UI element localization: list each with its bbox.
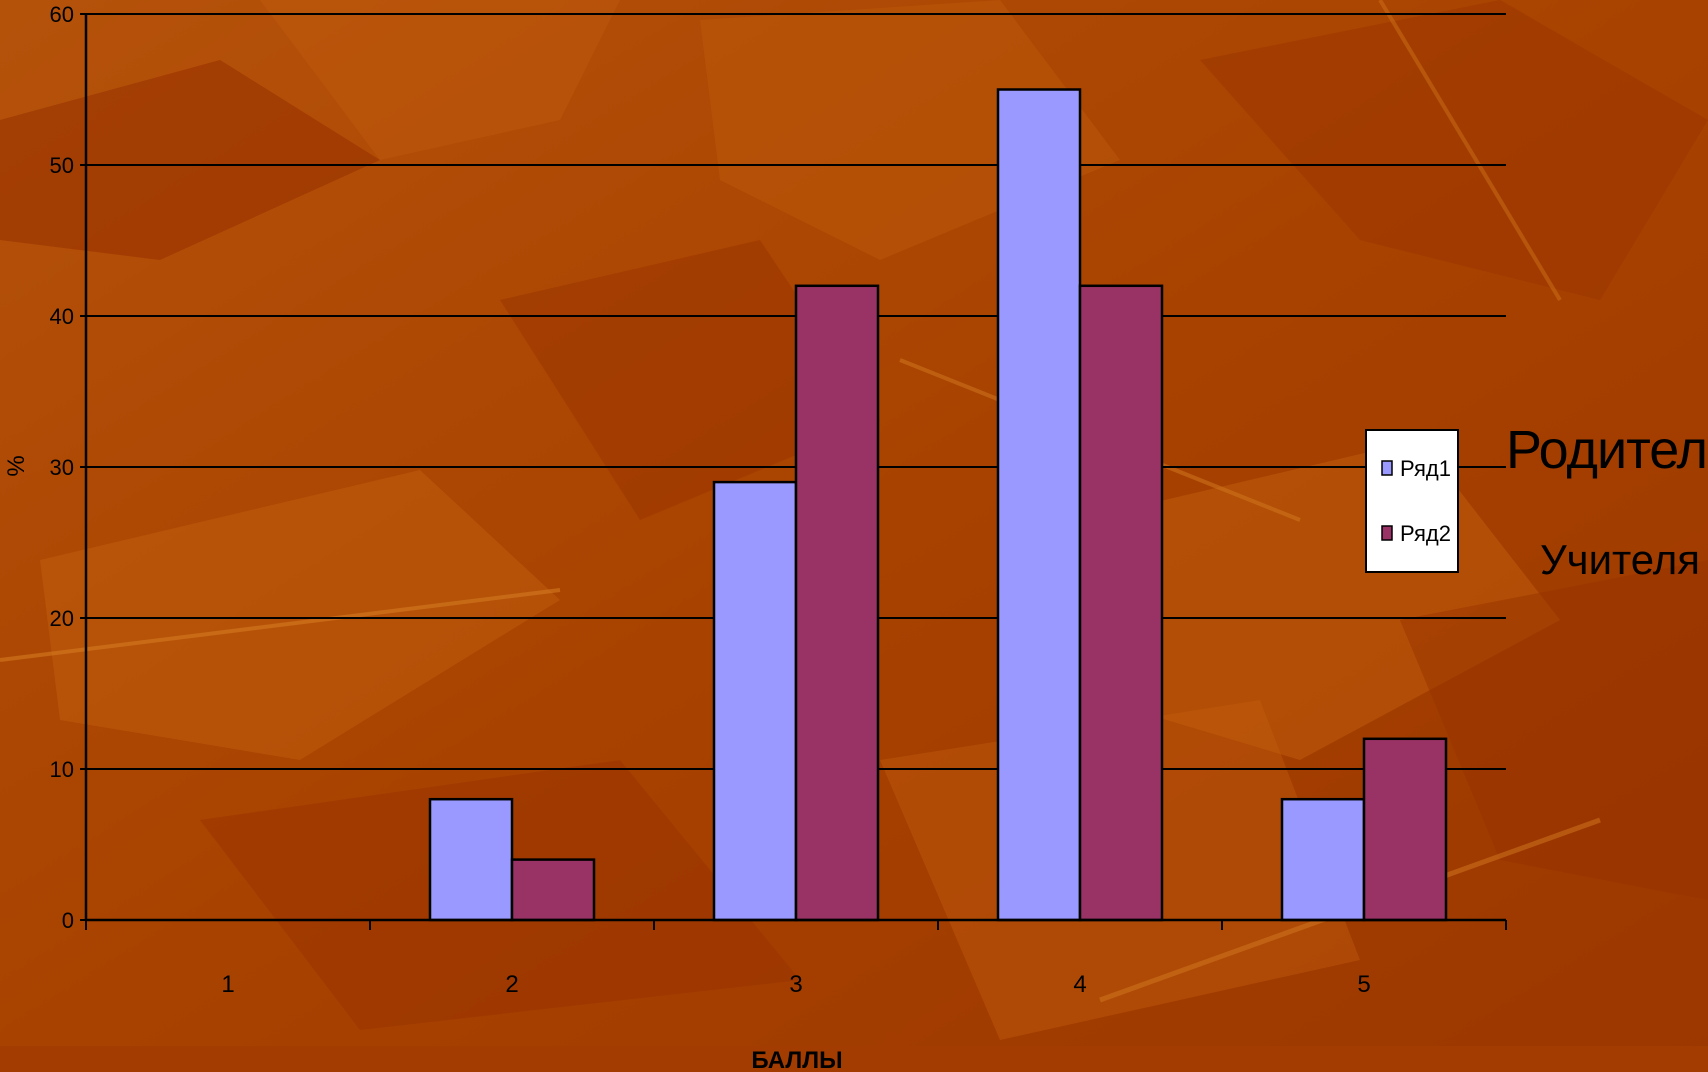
- legend-box: [1365, 429, 1459, 573]
- x-tick-label: 4: [1073, 971, 1086, 998]
- x-tick-labels: 1 2 3 4 5: [221, 971, 1370, 998]
- leaf-shape: [40, 470, 560, 760]
- leaf-shape: [0, 60, 380, 260]
- legend-swatch-series-1: [1381, 460, 1393, 476]
- leaf-shape: [1400, 560, 1708, 900]
- y-tick-label: 20: [50, 606, 74, 631]
- bottom-band: [0, 1046, 1708, 1072]
- y-axis-label: %: [3, 455, 30, 476]
- y-tick-label: 10: [50, 757, 74, 782]
- leaf-vein: [0, 588, 561, 662]
- legend-label-series-2: Ряд2: [1400, 521, 1451, 546]
- bar-series-2-cat-4: [1078, 284, 1164, 922]
- bar-series-2-cat-2: [510, 858, 596, 922]
- y-tick-label: 60: [50, 2, 74, 27]
- x-tick-label: 2: [505, 971, 518, 998]
- axes: [84, 14, 1507, 930]
- bar-series-2-cat-3: [794, 284, 880, 922]
- leaf-shape: [260, 0, 620, 160]
- x-axis-label: БАЛЛЫ: [751, 1047, 842, 1072]
- bar-series-1-cat-3: [712, 480, 798, 922]
- bar-series-1-cat-2: [428, 797, 514, 922]
- y-tick-label: 30: [50, 455, 74, 480]
- x-tick-label: 1: [221, 971, 234, 998]
- leaf-vein: [1378, 0, 1562, 302]
- y-tick-labels: 0 10 20 30 40 50 60: [50, 2, 86, 933]
- leaf-shape: [500, 240, 880, 520]
- legend-label-series-1: Ряд1: [1400, 456, 1451, 481]
- bar-series-1-cat-4: [996, 88, 1082, 922]
- bar-series-1-cat-5: [1280, 797, 1366, 922]
- leaf-shape: [1200, 0, 1708, 300]
- bar-series-2-cat-5: [1362, 737, 1448, 922]
- annotation-teachers: Учителя: [1540, 536, 1700, 583]
- legend-swatch-series-2: [1381, 525, 1393, 541]
- annotation-parents: Родители: [1506, 420, 1708, 480]
- legend: Ряд1 Ряд2: [1365, 429, 1459, 573]
- y-tick-label: 40: [50, 304, 74, 329]
- x-tick-label: 3: [789, 971, 802, 998]
- x-tick-label: 5: [1357, 971, 1370, 998]
- y-tick-label: 50: [50, 153, 74, 178]
- y-tick-label: 0: [62, 908, 74, 933]
